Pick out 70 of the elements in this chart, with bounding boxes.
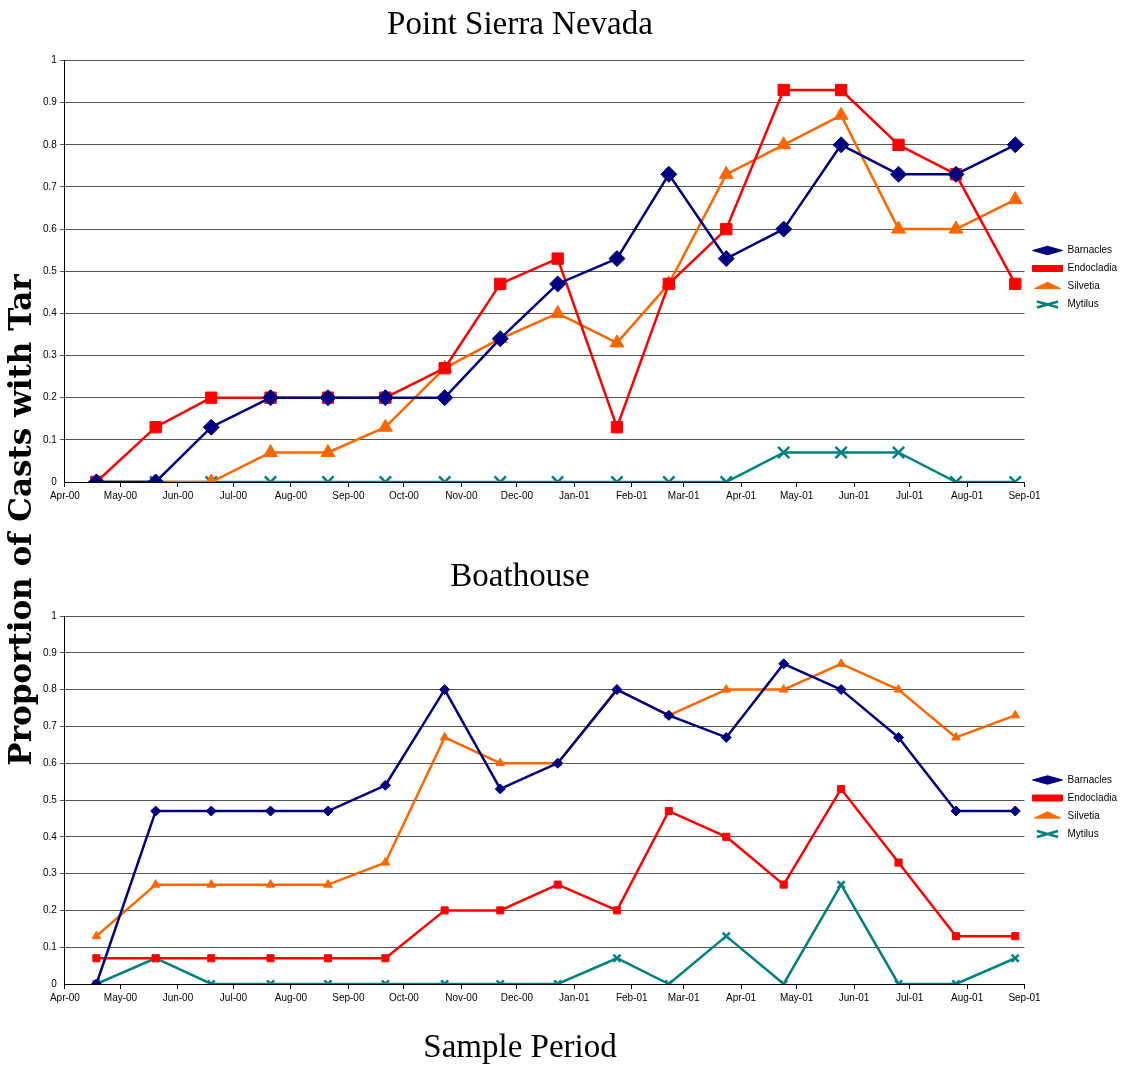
x-tick-label: Jul-01 [896, 991, 924, 1003]
y-tick-label: 0 [51, 977, 58, 989]
x-tick-label: Jul-00 [219, 991, 248, 1003]
legend-label: Endocladia [1067, 791, 1118, 803]
y-tick-label: 0.6 [43, 756, 58, 768]
y-tick-label: 1 [51, 54, 58, 66]
x-tick-label: Apr-01 [726, 991, 757, 1003]
x-tick-label: Jun-00 [162, 991, 194, 1003]
x-tick-label: Jan-01 [559, 991, 591, 1003]
x-tick-label: Apr-01 [726, 489, 757, 501]
x-tick-label: Mar-01 [667, 489, 700, 501]
x-tick-label: May-01 [779, 489, 814, 501]
y-tick-label: 0.3 [43, 867, 58, 879]
x-tick-label: Apr-00 [49, 489, 81, 501]
y-tick-label: 0.2 [43, 391, 58, 403]
x-tick-label: Aug-01 [950, 489, 984, 501]
y-tick-label: 0.1 [43, 433, 58, 445]
x-tick-label: Sep-01 [1008, 991, 1042, 1003]
x-tick-label: Sep-00 [332, 991, 365, 1003]
y-tick-label: 0.4 [43, 830, 58, 842]
y-tick-label: 0.7 [43, 180, 58, 192]
x-tick-label: Jan-01 [559, 489, 591, 501]
y-tick-label: 1 [51, 609, 58, 621]
y-tick-label: 0.9 [43, 96, 58, 108]
x-axis-title: Sample Period [422, 1028, 618, 1065]
x-tick-label: Feb-01 [615, 991, 649, 1003]
y-tick-label: 0.9 [43, 646, 58, 658]
x-tick-label: Dec-00 [500, 991, 534, 1003]
x-tick-label: Jun-01 [838, 489, 870, 501]
x-tick-label: May-00 [103, 991, 138, 1003]
x-tick-label: Aug-01 [950, 991, 984, 1003]
y-tick-label: 0.1 [43, 940, 58, 952]
y-tick-label: 0.8 [43, 138, 58, 150]
x-tick-label: Nov-00 [445, 489, 478, 501]
x-tick-label: Jul-00 [219, 489, 248, 501]
x-tick-label: Apr-00 [49, 991, 81, 1003]
y-tick-label: 0.8 [43, 683, 58, 695]
legend-label: Barnacles [1067, 244, 1112, 256]
x-tick-label: May-01 [779, 991, 814, 1003]
x-tick-label: Aug-00 [274, 489, 308, 501]
legend-label: Silvetia [1067, 280, 1101, 292]
y-tick-label: 0.5 [43, 265, 58, 276]
legend-label: Endocladia [1067, 262, 1118, 274]
x-tick-label: Jun-01 [838, 991, 870, 1003]
x-tick-label: Sep-01 [1008, 489, 1042, 501]
y-tick-label: 0.7 [43, 720, 58, 732]
y-tick-label: 0.4 [43, 307, 58, 319]
y-tick-label: 0 [51, 475, 58, 487]
x-tick-label: May-00 [103, 489, 138, 501]
legend-label: Mytilus [1067, 298, 1099, 310]
x-tick-label: Sep-00 [332, 489, 365, 501]
x-tick-label: Dec-00 [500, 489, 534, 501]
x-tick-label: Jun-00 [162, 489, 194, 501]
chart-title: Boathouse [449, 557, 591, 594]
x-tick-label: Jul-01 [896, 489, 924, 501]
chart-title: Point Sierra Nevada [386, 5, 654, 42]
legend-label: Mytilus [1067, 827, 1099, 839]
x-tick-label: Aug-00 [274, 991, 308, 1003]
y-tick-label: 0.2 [43, 904, 58, 916]
y-tick-label: 0.3 [43, 349, 58, 361]
y-tick-label: 0.6 [43, 222, 58, 234]
y-axis-title: Proportion of Casts with Tar [1, 273, 39, 768]
legend-label: Barnacles [1067, 773, 1112, 785]
x-tick-label: Oct-00 [388, 489, 420, 501]
x-tick-label: Feb-01 [615, 489, 649, 501]
x-tick-label: Nov-00 [445, 991, 478, 1003]
legend-label: Silvetia [1067, 809, 1101, 821]
x-tick-label: Mar-01 [667, 991, 700, 1003]
y-tick-label: 0.5 [43, 793, 58, 805]
x-tick-label: Oct-00 [388, 991, 420, 1003]
